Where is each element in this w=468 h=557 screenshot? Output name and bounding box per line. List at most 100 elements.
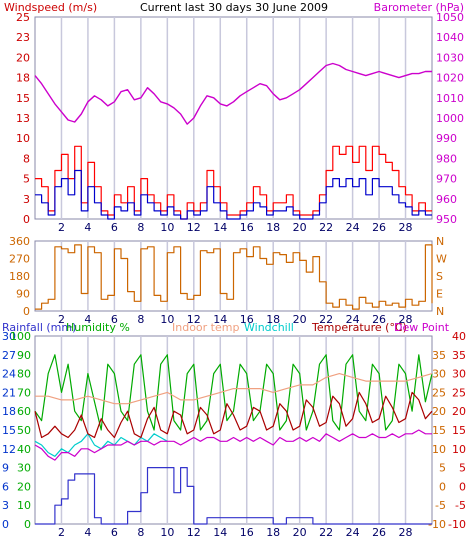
wind-tick-label: 8 bbox=[23, 152, 30, 165]
humidity-tick-label: 90 bbox=[17, 349, 31, 362]
x-tick-label: 22 bbox=[319, 221, 333, 234]
wind-tick-label: 25 bbox=[16, 11, 30, 24]
temperature-tick-label: 30 bbox=[452, 368, 466, 381]
temperature-tick-label: -5 bbox=[455, 499, 466, 512]
wind-tick-label: 13 bbox=[16, 112, 30, 125]
humidity-tick-label: 30 bbox=[17, 462, 31, 475]
legend-item: Humidity % bbox=[66, 321, 130, 334]
series-line-direction bbox=[35, 244, 433, 310]
x-tick-label: 12 bbox=[187, 526, 201, 539]
barometer-axis-title: Barometer (hPa) bbox=[374, 1, 464, 14]
direction-tick-label: 0 bbox=[23, 305, 30, 318]
legend-item: Temperature (°C) bbox=[311, 321, 407, 334]
wind-tick-label: 3 bbox=[23, 193, 30, 206]
x-tick-label: 10 bbox=[160, 526, 174, 539]
x-tick-label: 14 bbox=[213, 313, 227, 326]
x-tick-label: 24 bbox=[346, 526, 360, 539]
x-tick-label: 26 bbox=[372, 526, 386, 539]
indoor-temp-tick-label: 0 bbox=[439, 480, 446, 493]
indoor-temp-tick-label: 5 bbox=[439, 462, 446, 475]
direction-tick-label: 360 bbox=[9, 235, 30, 248]
indoor-temp-tick-label: 35 bbox=[432, 349, 446, 362]
barometer-tick-label: 970 bbox=[436, 173, 457, 186]
x-tick-label: 8 bbox=[137, 313, 144, 326]
legend-item: Rainfall (mm) bbox=[2, 321, 76, 334]
windspeed-axis-title: Windspeed (m/s) bbox=[4, 1, 97, 14]
wind-tick-label: 10 bbox=[16, 132, 30, 145]
x-tick-label: 28 bbox=[399, 313, 413, 326]
humidity-tick-label: 80 bbox=[17, 368, 31, 381]
barometer-tick-label: 1040 bbox=[436, 31, 464, 44]
x-tick-label: 20 bbox=[293, 526, 307, 539]
x-tick-label: 4 bbox=[84, 221, 91, 234]
humidity-tick-label: 20 bbox=[17, 480, 31, 493]
compass-tick-label: W bbox=[436, 253, 447, 266]
compass-tick-label: S bbox=[436, 270, 443, 283]
temperature-tick-label: 5 bbox=[459, 462, 466, 475]
x-tick-label: 18 bbox=[266, 221, 280, 234]
x-tick-label: 6 bbox=[111, 526, 118, 539]
x-tick-label: 20 bbox=[293, 313, 307, 326]
humidity-tick-label: 10 bbox=[17, 499, 31, 512]
indoor-temp-tick-label: 30 bbox=[432, 368, 446, 381]
rain-tick-label: 12 bbox=[2, 443, 16, 456]
barometer-tick-label: 960 bbox=[436, 193, 457, 206]
wind-tick-label: 20 bbox=[16, 51, 30, 64]
series-line-rainfall-mm bbox=[35, 467, 432, 525]
x-tick-label: 2 bbox=[58, 313, 65, 326]
compass-tick-label: N bbox=[436, 235, 444, 248]
series-line-barometer bbox=[34, 62, 432, 125]
series-line-dew-point bbox=[34, 429, 432, 461]
x-tick-label: 28 bbox=[399, 221, 413, 234]
wind-tick-label: 0 bbox=[23, 213, 30, 226]
humidity-tick-label: 40 bbox=[17, 443, 31, 456]
temperature-tick-label: -10 bbox=[448, 518, 466, 531]
rain-tick-label: 18 bbox=[2, 405, 16, 418]
temperature-tick-label: 0 bbox=[459, 480, 466, 493]
x-tick-label: 6 bbox=[111, 221, 118, 234]
temperature-tick-label: 25 bbox=[452, 386, 466, 399]
x-tick-label: 26 bbox=[372, 313, 386, 326]
rain-tick-label: 9 bbox=[2, 462, 9, 475]
temperature-tick-label: 40 bbox=[452, 330, 466, 343]
humidity-tick-label: 70 bbox=[17, 386, 31, 399]
indoor-temp-tick-label: 10 bbox=[432, 443, 446, 456]
rain-tick-label: 21 bbox=[2, 386, 16, 399]
direction-tick-label: 180 bbox=[9, 270, 30, 283]
direction-tick-label: 270 bbox=[9, 253, 30, 266]
wind-tick-label: 18 bbox=[16, 72, 30, 85]
x-tick-label: 12 bbox=[187, 313, 201, 326]
compass-tick-label: E bbox=[436, 288, 443, 301]
barometer-tick-label: 1050 bbox=[436, 11, 464, 24]
series-line-humidity bbox=[34, 354, 433, 431]
series-line-temperature-c bbox=[34, 391, 433, 439]
x-tick-label: 8 bbox=[137, 221, 144, 234]
x-tick-label: 8 bbox=[137, 526, 144, 539]
humidity-tick-label: 100 bbox=[10, 330, 31, 343]
x-tick-label: 10 bbox=[160, 313, 174, 326]
rain-tick-label: 27 bbox=[2, 349, 16, 362]
temperature-tick-label: 15 bbox=[452, 424, 466, 437]
x-tick-label: 26 bbox=[372, 221, 386, 234]
legend-item: Indoor temp bbox=[172, 321, 239, 334]
x-tick-label: 6 bbox=[111, 313, 118, 326]
x-tick-label: 24 bbox=[346, 221, 360, 234]
x-tick-label: 22 bbox=[319, 313, 333, 326]
x-tick-label: 16 bbox=[240, 221, 254, 234]
x-tick-label: 24 bbox=[346, 313, 360, 326]
compass-tick-label: N bbox=[436, 305, 444, 318]
x-tick-label: 14 bbox=[213, 221, 227, 234]
humidity-tick-label: 50 bbox=[17, 424, 31, 437]
indoor-temp-tick-label: -5 bbox=[435, 499, 446, 512]
rain-tick-label: 30 bbox=[2, 330, 16, 343]
rain-tick-label: 15 bbox=[2, 424, 16, 437]
x-tick-label: 2 bbox=[58, 221, 65, 234]
x-tick-label: 4 bbox=[84, 526, 91, 539]
humidity-tick-label: 60 bbox=[17, 405, 31, 418]
indoor-temp-tick-label: 15 bbox=[432, 424, 446, 437]
chart-title: Current last 30 days 30 June 2009 bbox=[140, 1, 328, 14]
legend-item: Windchill bbox=[244, 321, 294, 334]
direction-tick-label: 90 bbox=[16, 288, 30, 301]
rain-tick-label: 24 bbox=[2, 368, 16, 381]
wind-tick-label: 5 bbox=[23, 173, 30, 186]
